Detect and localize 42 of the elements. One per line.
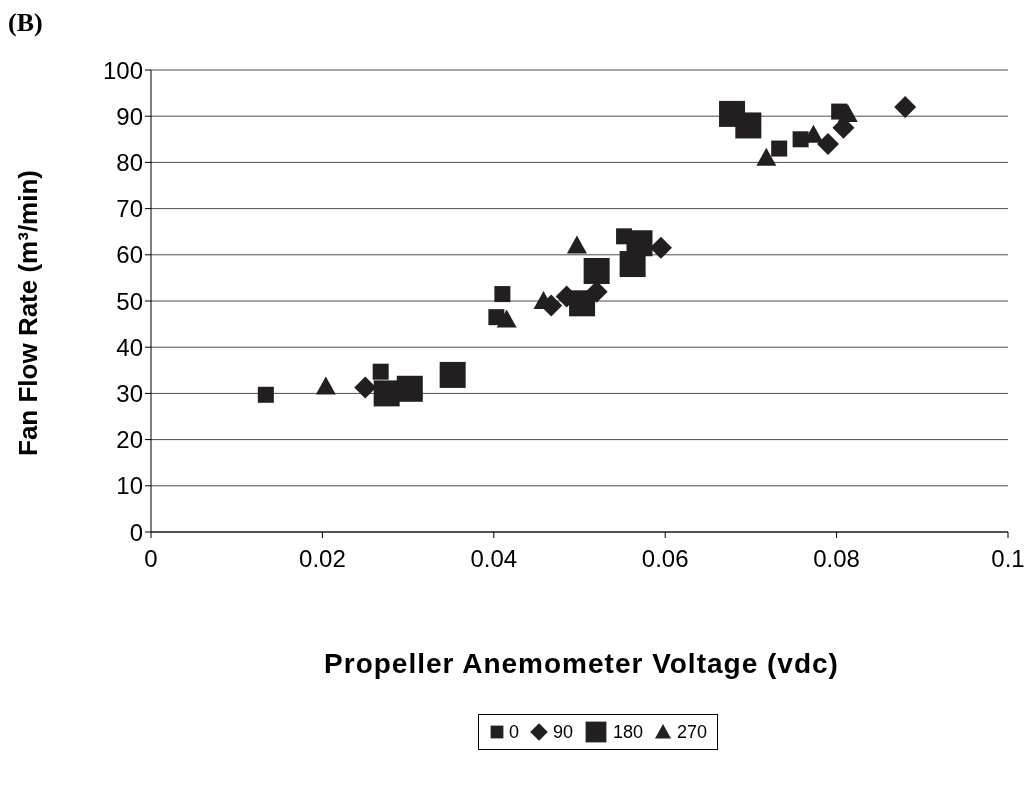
point [583, 257, 610, 284]
legend-label: 90 [553, 721, 574, 743]
y-axis-title: Fan Flow Rate (m³/min) [12, 170, 44, 456]
point [756, 147, 777, 166]
y-tick-label: 70 [116, 195, 143, 223]
x-tick-label: 0.08 [813, 545, 860, 573]
chart-title: (B) [8, 8, 43, 38]
point [257, 386, 274, 403]
point [569, 290, 596, 317]
point [354, 376, 377, 399]
point [649, 236, 672, 259]
y-tick-label: 100 [102, 56, 143, 84]
y-tick-label: 10 [116, 472, 143, 500]
y-tick-label: 0 [129, 518, 143, 546]
y-tick-label: 90 [116, 102, 143, 130]
point [735, 112, 762, 139]
point [439, 361, 466, 388]
y-tick-label: 50 [116, 287, 143, 315]
point [494, 286, 511, 303]
point [373, 380, 400, 407]
x-tick-label: 0.06 [641, 545, 689, 573]
y-tick-label: 80 [116, 148, 143, 176]
point [372, 363, 389, 380]
legend-label: 270 [677, 721, 708, 743]
x-axis-title: Propeller Anemometer Voltage (vdc) [323, 648, 840, 680]
point [396, 375, 423, 402]
x-tick-label: 0.1 [991, 545, 1025, 573]
point [771, 140, 788, 157]
point [894, 95, 917, 118]
point [566, 235, 587, 254]
x-tick-label: 0.04 [470, 545, 518, 573]
point [817, 132, 840, 155]
y-tick-label: 60 [116, 241, 143, 269]
legend-label: 180 [613, 721, 644, 743]
x-tick-label: 0.02 [299, 545, 346, 573]
y-tick-label: 30 [116, 379, 143, 407]
y-tick-label: 40 [116, 333, 143, 361]
legend-label: 0 [509, 721, 520, 743]
point [315, 376, 336, 395]
point [837, 103, 858, 122]
y-tick-label: 20 [116, 426, 143, 454]
point [496, 309, 517, 328]
